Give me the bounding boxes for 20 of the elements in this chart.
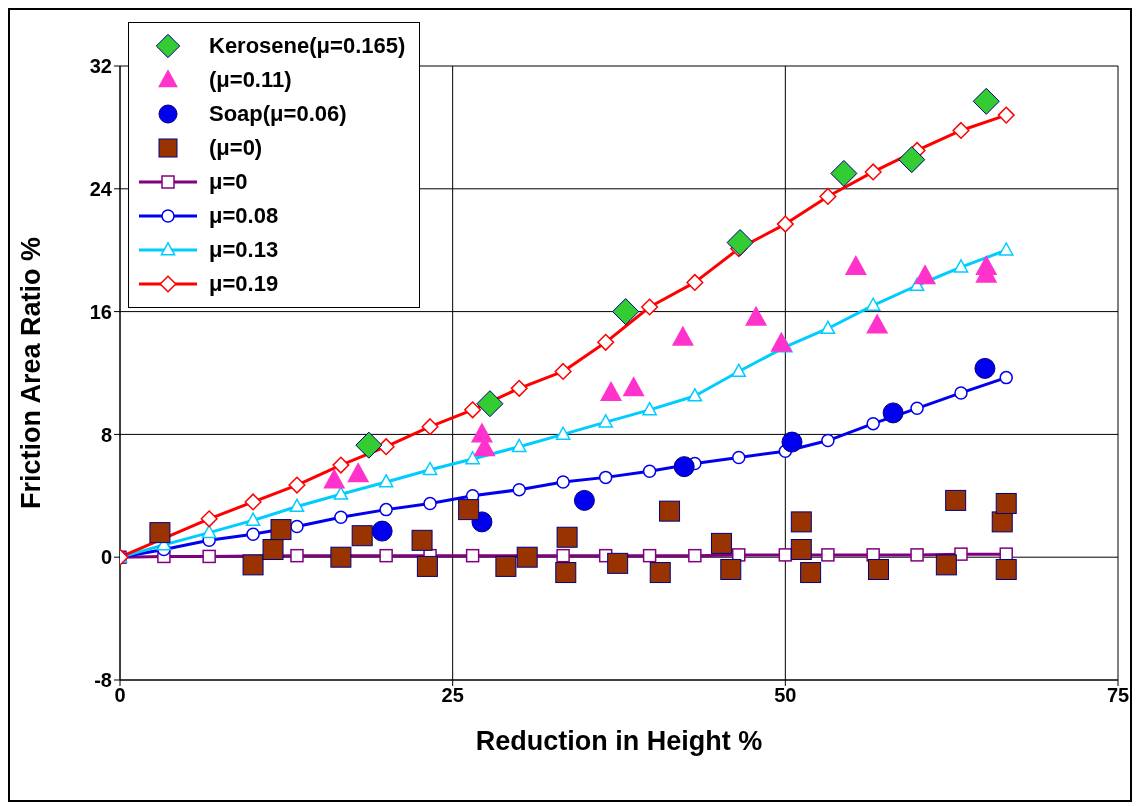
legend-label: Soap(μ=0.06) [209,101,347,127]
x-tick-label: 0 [114,684,126,707]
y-axis-title: Friction Area Ratio % [15,236,46,510]
y-tick-label: 16 [89,300,112,323]
x-tick-label: 25 [441,684,464,707]
y-tick-label: -8 [94,669,112,692]
legend-label: μ=0.13 [209,237,279,263]
y-tick-label: 8 [100,423,112,446]
legend-label: (μ=0.11) [209,67,292,93]
legend-label: Kerosene(μ=0.165) [209,33,406,59]
legend-label: μ=0 [209,169,248,195]
legend-label: μ=0.19 [209,271,279,297]
x-axis-title: Reduction in Height % [475,726,763,756]
y-tick-label: 0 [100,546,112,569]
x-tick-label: 75 [1106,684,1130,707]
legend-label: μ=0.08 [209,203,279,229]
y-tick-label: 24 [89,177,113,200]
x-tick-label: 50 [774,684,797,707]
y-tick-label: 32 [89,55,112,78]
legend-label: (μ=0) [209,135,263,161]
